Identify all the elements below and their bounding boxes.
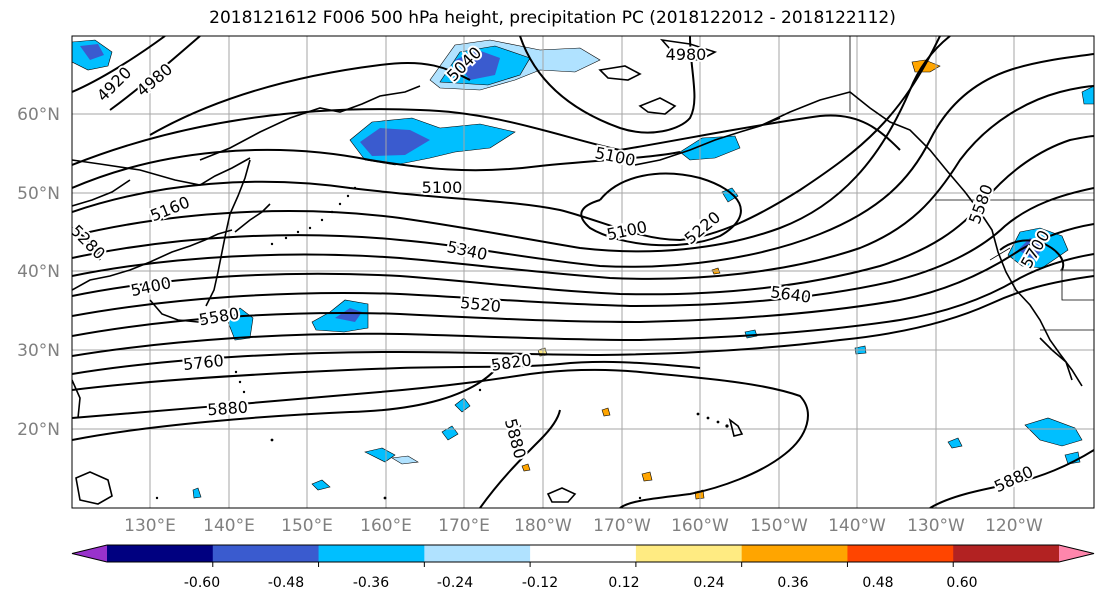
lat-label: 60°N [17,105,60,125]
colorbar-tick-label: -0.48 [268,575,304,591]
colorbar-tick-label: 0.36 [777,575,808,591]
colorbar-tick-label: -0.12 [522,575,558,591]
lon-label: 150°W [750,516,808,536]
colorbar-tick-label: 0.48 [862,575,893,591]
colorbar-segment [318,545,425,562]
lon-label: 150°E [281,516,333,536]
colorbar-segment [212,545,320,562]
lon-label: 160°W [671,516,729,536]
colorbar-segment [530,545,637,562]
colorbar-tick-label: -0.36 [353,575,389,591]
colorbar-tick-label: -0.24 [437,575,473,591]
lon-label: 170°W [593,516,651,536]
map-title: 2018121612 F006 500 hPa height, precipit… [209,8,896,28]
colorbar-tick-label: -0.60 [184,575,220,591]
lat-label: 40°N [17,262,60,282]
political-borders [849,36,1094,331]
longitude-labels: 130°E 140°E 150°E 160°E 170°E 180°W 170°… [124,516,1043,536]
map-frame [71,35,1095,509]
colorbar-extend-low [72,545,107,562]
colorbar-outline [71,544,1095,563]
colorbar-segment [847,545,954,562]
colorbar-segment [741,545,848,562]
colorbar [71,544,1095,567]
height-contours [72,36,1094,508]
lon-label: 120°W [985,516,1043,536]
lat-label: 20°N [17,420,60,440]
contour-label: 5100 [422,178,463,197]
lat-label: 50°N [17,184,60,204]
lat-label: 30°N [17,341,60,361]
coastlines [72,38,1083,505]
colorbar-segment [424,545,531,562]
lon-label: 180°W [514,516,572,536]
colorbar-tick-labels: -0.60 -0.48 -0.36 -0.24 -0.12 0.12 0.24 … [184,575,978,591]
colorbar-tick-label: 0.60 [946,575,977,591]
colorbar-segment [635,545,743,562]
colorbar-extend-high [1059,545,1094,562]
colorbar-segment [107,545,214,562]
lon-label: 130°W [907,516,965,536]
latitude-labels: 60°N 50°N 40°N 30°N 20°N [17,105,60,440]
lon-label: 140°W [828,516,886,536]
contour-label: 5880 [207,398,249,420]
colorbar-tick-label: 0.12 [608,575,639,591]
lon-label: 170°E [438,516,490,536]
map-area: 4920 4980 5040 4980 5100 5100 5160 5280 … [72,36,1094,508]
gridlines [72,36,1094,508]
colorbar-segment [953,545,1060,562]
lon-label: 140°E [203,516,255,536]
lon-label: 130°E [124,516,176,536]
contour-label: 4980 [666,45,707,64]
precipitation-shading [72,39,1094,500]
colorbar-tick-label: 0.24 [693,575,724,591]
lon-label: 160°E [360,516,412,536]
